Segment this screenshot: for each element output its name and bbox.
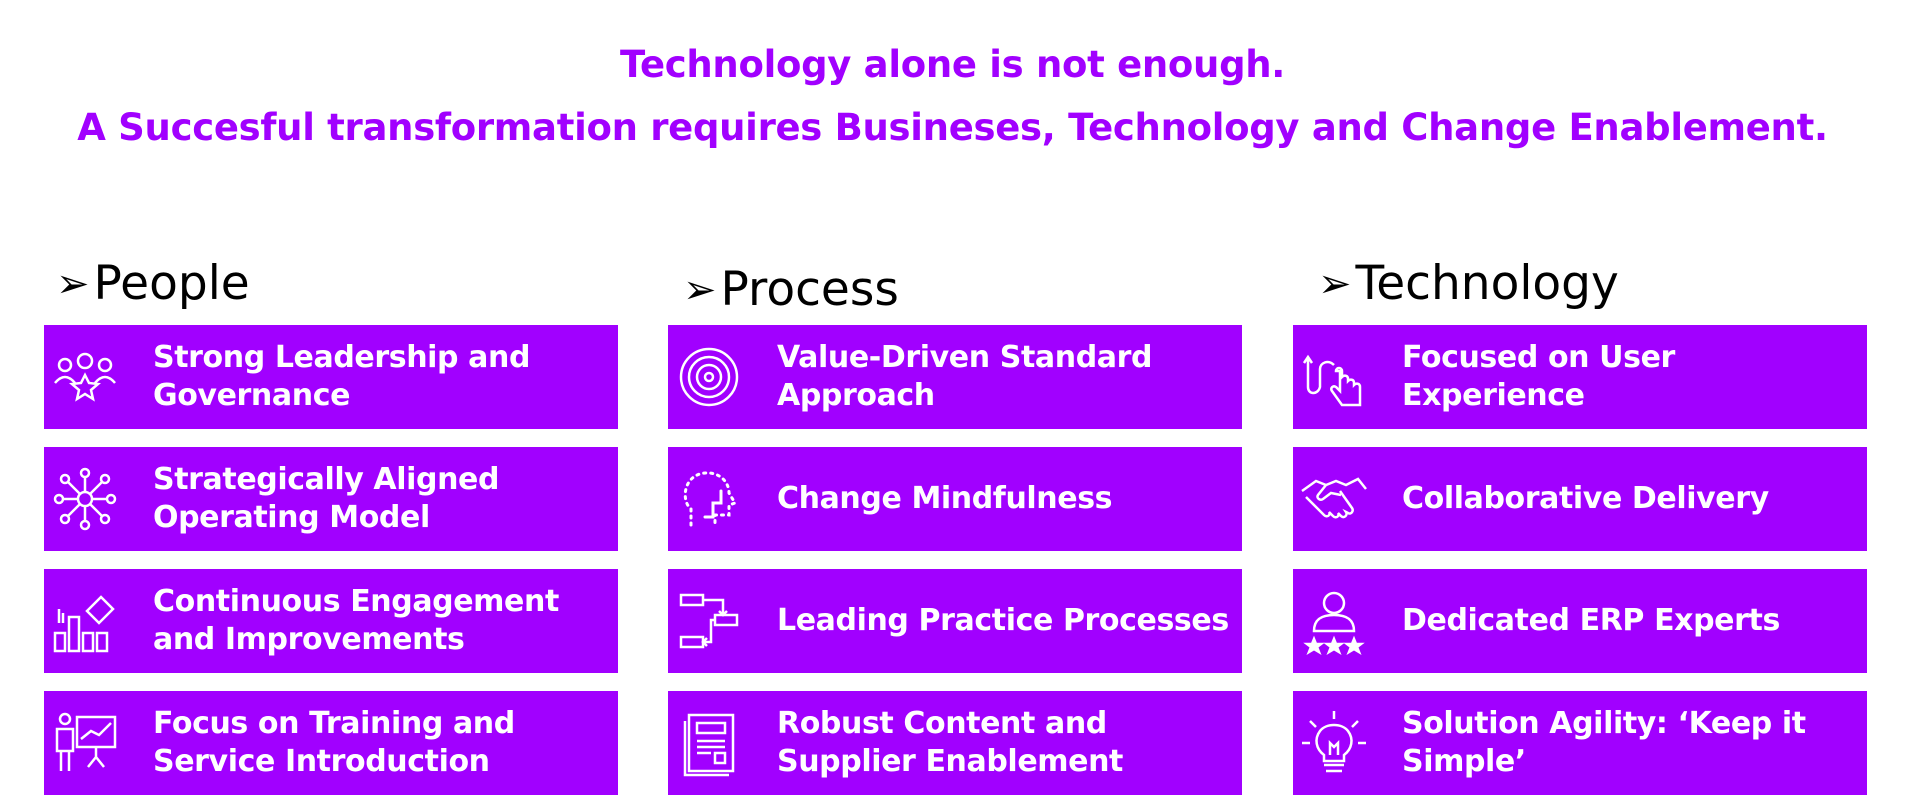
growth-chart-icon [44,569,126,673]
card-erp-experts: Dedicated ERP Experts [1293,569,1867,673]
card-label: Dedicated ERP Experts [1402,603,1780,638]
network-hub-icon [44,447,126,551]
card-label: Value-Driven Standard Approach [777,340,1153,413]
column-title-technology: ➢Technology [1318,256,1619,311]
card-change-mindfulness: Change Mindfulness [668,447,1242,551]
card-label: Strong Leadership and Governance [153,340,531,413]
card-label: Continuous Engagement and Improvements [153,584,559,657]
process-flow-icon [668,569,750,673]
arrow-bullet-icon: ➢ [683,267,717,313]
card-collaborative-delivery: Collaborative Delivery [1293,447,1867,551]
card-strong-leadership: Strong Leadership and Governance [44,325,618,429]
presentation-icon [44,691,126,795]
card-solution-agility: Solution Agility: ‘Keep it Simple’ [1293,691,1867,795]
headline-primary: Technology alone is not enough. [619,43,1286,86]
card-leading-practice: Leading Practice Processes [668,569,1242,673]
card-continuous-engagement: Continuous Engagement and Improvements [44,569,618,673]
headline-secondary: A Succesful transformation requires Busi… [77,106,1828,149]
card-label: Robust Content and Supplier Enablement [777,706,1123,779]
touch-hand-icon [1293,325,1375,429]
column-title-process: ➢Process [683,262,899,317]
leadership-icon [44,325,126,429]
handshake-icon [1293,447,1375,551]
card-label: Leading Practice Processes [777,603,1229,638]
lightbulb-icon [1293,691,1375,795]
target-spiral-icon [668,325,750,429]
card-operating-model: Strategically Aligned Operating Model [44,447,618,551]
mind-head-icon [668,447,750,551]
card-robust-content: Robust Content and Supplier Enablement [668,691,1242,795]
card-value-driven: Value-Driven Standard Approach [668,325,1242,429]
card-label: Focus on Training and Service Introducti… [153,706,515,779]
column-title-people: ➢People [56,256,250,311]
card-label: Collaborative Delivery [1402,481,1769,516]
card-label: Strategically Aligned Operating Model [153,462,500,535]
card-label: Change Mindfulness [777,481,1113,516]
card-label: Solution Agility: ‘Keep it Simple’ [1402,706,1806,779]
arrow-bullet-icon: ➢ [56,261,90,307]
card-label: Focused on User Experience [1402,340,1675,413]
card-user-experience: Focused on User Experience [1293,325,1867,429]
document-icon [668,691,750,795]
expert-stars-icon [1293,569,1375,673]
card-training: Focus on Training and Service Introducti… [44,691,618,795]
arrow-bullet-icon: ➢ [1318,261,1352,307]
